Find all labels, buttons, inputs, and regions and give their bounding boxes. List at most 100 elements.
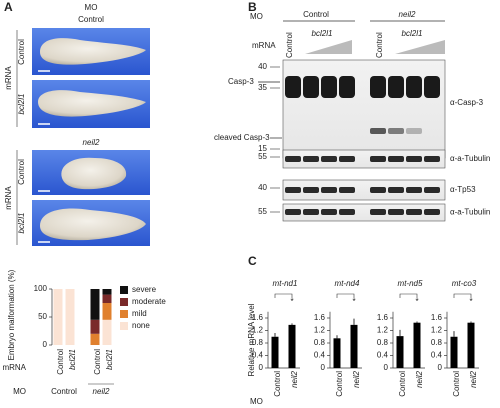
y-tick-label: 50 bbox=[38, 312, 47, 321]
panel-label: C bbox=[248, 254, 257, 268]
lane-label: bcl2l1 bbox=[312, 29, 333, 38]
band bbox=[406, 156, 422, 162]
chart-title: mt-nd5 bbox=[398, 279, 423, 288]
y-tick-label: 1.2 bbox=[252, 326, 264, 335]
band bbox=[303, 156, 319, 162]
band bbox=[339, 187, 355, 193]
band bbox=[339, 76, 355, 98]
legend-swatch bbox=[120, 322, 128, 330]
band bbox=[303, 76, 319, 98]
y-tick-label: 0 bbox=[384, 363, 389, 372]
marker-label: 55 bbox=[258, 207, 267, 216]
row-label: Control bbox=[17, 159, 26, 185]
embryo-images bbox=[32, 28, 150, 246]
x-tick-label: neil2 bbox=[415, 370, 424, 387]
x-tick-label: Control bbox=[93, 349, 102, 375]
mrna-label: mRNA bbox=[4, 66, 13, 90]
marker-label: 55 bbox=[258, 152, 267, 161]
bar bbox=[271, 336, 279, 368]
legend-label: none bbox=[132, 321, 150, 330]
group-label: neil2 bbox=[83, 138, 100, 147]
x-tick-label: bcl2l1 bbox=[68, 349, 77, 370]
mo-label: MO bbox=[85, 3, 98, 12]
bar-segment bbox=[102, 294, 112, 303]
legend-label: moderate bbox=[132, 297, 166, 306]
x-tick-label: Control bbox=[273, 371, 282, 397]
band bbox=[321, 209, 337, 215]
antibody-label: α-a-Tubulin bbox=[450, 208, 490, 217]
y-tick-label: 0.8 bbox=[314, 338, 326, 347]
mo-label: MO bbox=[13, 387, 26, 396]
y-tick-label: 0.8 bbox=[252, 338, 264, 347]
group-label: Control bbox=[51, 387, 77, 396]
y-tick-label: 0.8 bbox=[377, 338, 389, 347]
y-tick-label: 100 bbox=[34, 284, 48, 293]
significance: * bbox=[469, 297, 472, 306]
significance-bracket bbox=[453, 293, 472, 298]
mo-label: MO bbox=[250, 397, 263, 406]
band bbox=[285, 76, 301, 98]
band bbox=[370, 156, 386, 162]
bar-segment bbox=[53, 289, 63, 345]
y-tick-label: 1.6 bbox=[431, 313, 443, 322]
y-tick-label: 0.4 bbox=[252, 351, 264, 360]
bar-segment bbox=[65, 289, 75, 345]
band bbox=[285, 156, 301, 162]
mrna-label: mRNA bbox=[2, 363, 26, 372]
y-tick-label: 1.6 bbox=[377, 313, 389, 322]
legend-swatch bbox=[120, 298, 128, 306]
y-tick-label: 0.8 bbox=[431, 338, 443, 347]
x-tick-label: neil2 bbox=[469, 370, 478, 387]
mrna-label: mRNA bbox=[252, 41, 276, 50]
band bbox=[424, 156, 440, 162]
bar bbox=[396, 336, 404, 368]
y-tick-label: 1.2 bbox=[314, 326, 326, 335]
row-label: bcl2l1 bbox=[17, 213, 26, 234]
blot bbox=[282, 59, 446, 159]
lane-label: bcl2l1 bbox=[402, 29, 423, 38]
x-tick-label: Control bbox=[56, 349, 65, 375]
y-tick-label: 1.2 bbox=[431, 326, 443, 335]
x-tick-label: bcl2l1 bbox=[105, 349, 114, 370]
y-tick-label: 1.6 bbox=[252, 313, 264, 322]
y-tick-label: 0 bbox=[438, 363, 443, 372]
bar bbox=[333, 338, 341, 368]
panel-label: B bbox=[248, 0, 257, 14]
band bbox=[370, 128, 386, 134]
y-tick-label: 0.4 bbox=[431, 351, 443, 360]
band-label: Casp-3 bbox=[228, 77, 254, 86]
y-axis-label: Embryo malformation (%) bbox=[7, 269, 16, 360]
bar-segment bbox=[102, 319, 112, 345]
marker-label: 40 bbox=[258, 183, 267, 192]
band bbox=[321, 156, 337, 162]
group-label: neil2 bbox=[399, 10, 416, 19]
antibody-label: α-Casp-3 bbox=[450, 98, 484, 107]
significance: * bbox=[352, 297, 355, 306]
significance-bracket bbox=[336, 293, 355, 298]
band bbox=[388, 128, 404, 134]
group-label: Control bbox=[303, 10, 329, 19]
y-axis-label: Relative mRNA level bbox=[247, 303, 256, 376]
y-tick-label: 1.2 bbox=[377, 326, 389, 335]
lane-label: Control bbox=[285, 32, 294, 58]
mo-label: MO bbox=[250, 12, 263, 21]
antibody-label: α-a-Tubulin bbox=[450, 154, 490, 163]
y-tick-label: 1.6 bbox=[314, 313, 326, 322]
band bbox=[285, 187, 301, 193]
chart-title: mt-nd4 bbox=[335, 279, 360, 288]
band bbox=[303, 209, 319, 215]
legend-label: mild bbox=[132, 309, 147, 318]
legend-swatch bbox=[120, 310, 128, 318]
band bbox=[424, 209, 440, 215]
band bbox=[424, 187, 440, 193]
significance: * bbox=[415, 297, 418, 306]
significance-bracket bbox=[274, 293, 293, 298]
band bbox=[370, 76, 386, 98]
x-tick-label: Control bbox=[335, 371, 344, 397]
band bbox=[406, 187, 422, 193]
chart-title: mt-co3 bbox=[452, 279, 477, 288]
y-tick-label: 0 bbox=[321, 363, 326, 372]
band bbox=[424, 76, 440, 98]
band bbox=[388, 209, 404, 215]
